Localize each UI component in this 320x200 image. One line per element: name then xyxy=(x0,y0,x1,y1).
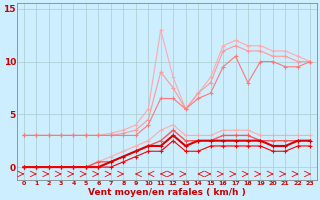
X-axis label: Vent moyen/en rafales ( km/h ): Vent moyen/en rafales ( km/h ) xyxy=(88,188,246,197)
